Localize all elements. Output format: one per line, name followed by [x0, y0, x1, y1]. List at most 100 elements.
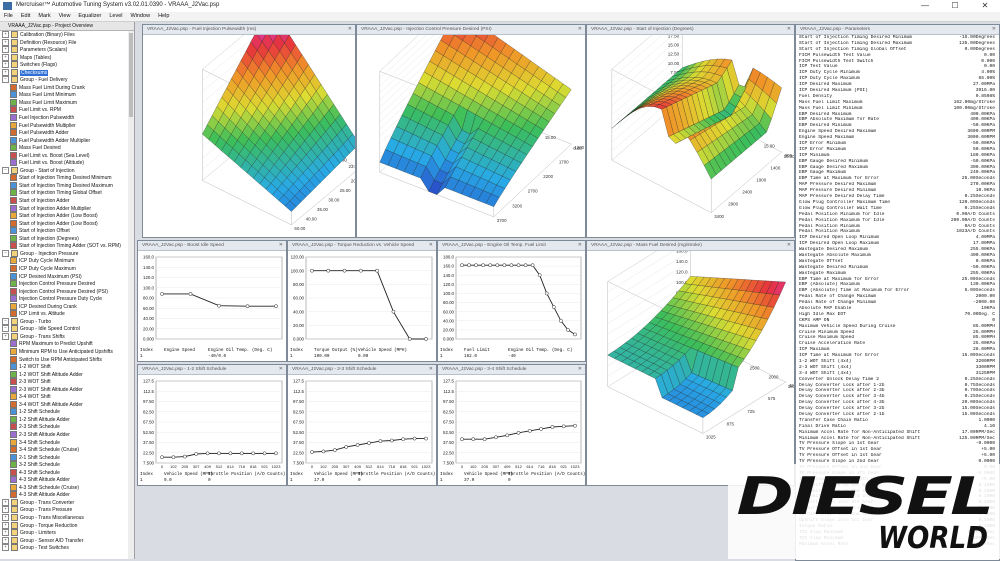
tree-item[interactable]: Start of Injection Adder Multiplier — [0, 204, 134, 213]
data-point[interactable] — [344, 445, 349, 449]
parameter-row[interactable]: Engine Speed Maximum 3000.00RPM — [796, 135, 999, 141]
close-icon[interactable]: ✕ — [347, 26, 352, 32]
window-caption[interactable]: VRAAA_J2Vac.psp - Boost Idle Speed ✕ — [138, 241, 286, 251]
data-point[interactable] — [342, 268, 347, 273]
window-caption[interactable]: VRAAA_J2Vac.psp - Injection Control Pres… — [357, 25, 585, 35]
tree-item[interactable]: − Group - Fuel Delivery — [0, 76, 134, 84]
data-point[interactable] — [321, 449, 326, 454]
tree-item[interactable]: 3-4 WOT Shift — [0, 393, 134, 401]
data-point[interactable] — [274, 451, 278, 456]
data-point[interactable] — [217, 303, 221, 308]
parameter-row[interactable]: ICP Maximum 28.00MPa — [796, 347, 999, 353]
parameter-row[interactable]: Cruise Acceleration Rate 25.00KPa — [796, 341, 999, 347]
tree-item[interactable]: 2-3 Shift Schedule — [0, 423, 134, 431]
parameter-row[interactable]: Pedal Position Minimum for Idle 0.00A/D C… — [796, 212, 999, 218]
tree-item[interactable]: 1-2 WOT Shift Altitude Adder — [0, 370, 134, 379]
parameter-row[interactable]: EBP (Absolute) Time at Maximum for Error… — [796, 288, 999, 294]
parameter-row[interactable]: Final Drive Ratio 4.10 — [796, 424, 999, 430]
tree-item[interactable]: + Group - Trans Shifts — [0, 332, 134, 341]
tree-item[interactable]: + Group - Trans Miscellaneous — [0, 514, 134, 522]
parameter-row[interactable]: Engine Speed Desired Maximum 3600.00RPM — [796, 129, 999, 135]
parameter-row[interactable]: EBP Desired Minimum -50.00KPa — [796, 123, 999, 129]
menu-window[interactable]: Window — [130, 13, 151, 19]
parameter-row[interactable]: 2-3 WOT Shift (4x4) 3300RPM — [796, 365, 999, 371]
tree-item[interactable]: 3-4 Shift Schedule (Cruise) — [0, 446, 134, 454]
data-point[interactable] — [274, 304, 278, 309]
data-point[interactable] — [239, 451, 244, 456]
parameter-row[interactable]: ICP Test Value 0.00 — [796, 64, 999, 70]
data-point[interactable] — [488, 263, 493, 268]
data-point[interactable] — [460, 437, 464, 442]
tree-item[interactable]: Mass Fuel Limit Minimum — [0, 91, 134, 99]
expand-toggle-icon[interactable]: + — [2, 544, 9, 552]
tree-item[interactable]: 3-4 Shift Schedule — [0, 438, 134, 447]
parameter-row[interactable]: Wastegate Desired Minimum -50.00KPa — [796, 265, 999, 271]
expand-toggle-icon[interactable]: + — [2, 514, 9, 521]
tree-item[interactable]: Injection Control Pressure Duty Cycle — [0, 295, 134, 303]
parameter-row[interactable]: 1-2 WOT Shift (4x4) 3200RPM — [796, 359, 999, 365]
expand-toggle-icon[interactable]: + — [2, 53, 9, 61]
expand-toggle-icon[interactable]: + — [2, 61, 9, 69]
tree-item[interactable]: 4-3 Shift Altitude Adder — [0, 476, 134, 484]
parameter-row[interactable]: ICP Desired Maximum (PSI) 3916.00 — [796, 88, 999, 94]
parameter-row[interactable]: Cruise Maximum Speed 85.00MPH — [796, 335, 999, 341]
tree-item[interactable]: + Parameters (Scalars) — [0, 46, 134, 54]
parameter-row[interactable]: FICM Pulsewidth Test Value 0.00 — [796, 53, 999, 59]
tree-item[interactable]: Start of Injection Adder (Low Boost) — [0, 219, 134, 228]
minimize-button[interactable]: — — [921, 1, 929, 10]
line-chart[interactable]: 180.0 160.0 140.0 120.0 100.0 80.00 60.00 40.00… — [438, 251, 585, 361]
window-caption[interactable]: VRAAA_J2Vac.psp - Fuel Injection Pulsewi… — [143, 25, 355, 35]
tree-item[interactable]: RPM Maximum to Predict Upshift — [0, 340, 134, 348]
parameter-row[interactable]: ICP Error Minimum -50.00KPa — [796, 141, 999, 147]
window-caption[interactable]: VRAAA_J2Vac.psp - 3-4 Shift Schedule ✕ — [438, 365, 585, 375]
window-caption[interactable]: VRAAA_J2Vac.psp - Torque Reduction vs. V… — [288, 241, 436, 251]
parameter-row[interactable]: ICP Time at Maximum for Error 15.00Second… — [796, 353, 999, 359]
parameter-row[interactable]: CKPS AMP ON 0 — [796, 318, 999, 324]
data-point[interactable] — [251, 451, 256, 456]
menu-equalizer[interactable]: Equalizer — [78, 13, 102, 19]
tree-item[interactable]: + Group - Test Switches — [0, 544, 134, 552]
data-point[interactable] — [482, 437, 487, 442]
data-point[interactable] — [505, 433, 510, 438]
tree-item[interactable]: Fuel Pulsewidth Multiplier — [0, 121, 134, 130]
data-point[interactable] — [310, 268, 314, 273]
tree-item[interactable]: Fuel Limit vs. RPM — [0, 106, 134, 114]
data-point[interactable] — [401, 437, 406, 442]
close-icon[interactable]: ✕ — [577, 366, 582, 372]
window-start-of-injection[interactable]: VRAAA_J2Vac.psp - Start of Injection (De… — [586, 24, 795, 238]
window-caption[interactable]: VRAAA_J2Vac.psp - Parameters ✕ — [796, 25, 999, 35]
data-point[interactable] — [391, 309, 396, 314]
parameter-row[interactable]: Delay Converter Lock after 3-2b 15.00Seco… — [796, 406, 999, 412]
window-2-3-shift-schedule[interactable]: VRAAA_J2Vac.psp - 2-3 Shift Schedule ✕ 12… — [287, 364, 437, 486]
expand-toggle-icon[interactable]: − — [2, 249, 9, 257]
tree-item[interactable]: ICP Duty Cycle Maximum — [0, 264, 134, 273]
tree-item[interactable]: Start of Injection Timing Global Offset — [0, 189, 134, 197]
tree-item[interactable]: ICP Duty Cycle Minimum — [0, 257, 134, 265]
data-point[interactable] — [474, 263, 478, 268]
data-point[interactable] — [424, 436, 428, 441]
parameter-row[interactable]: Mass Fuel Limit Maximum 162.00mg/Stroke — [796, 100, 999, 106]
parameter-row[interactable]: Maximum Vehicle Speed During Cruise 85.00… — [796, 324, 999, 330]
window-caption[interactable]: VRAAA_J2Vac.psp - Start of Injection (De… — [587, 25, 794, 35]
window-caption[interactable]: VRAAA_J2Vac.psp - 2-3 Shift Schedule ✕ — [288, 365, 436, 375]
parameter-row[interactable]: Glow Plug Controller Maximum Time 120.00S… — [796, 200, 999, 206]
tree-item[interactable]: + Definition (Resource) File — [0, 38, 134, 47]
parameter-row[interactable]: Wastegate Absolute Maximum 400.00KPa — [796, 253, 999, 259]
line-chart[interactable]: 120.00 100.00 80.00 60.00 40.00 20.00 0.000 Ind… — [288, 251, 436, 361]
line-chart[interactable]: 160.0 140.0 120.0 100.0 80.00 60.00 40.00 20.00… — [138, 251, 286, 361]
tree-item[interactable]: Fuel Injection Pulsewidth — [0, 114, 134, 122]
parameter-row[interactable]: EBP Absolute Maximum for Rate 400.00KPa — [796, 117, 999, 123]
data-point[interactable] — [471, 437, 476, 442]
tree-item[interactable]: Injection Control Pressure Desired — [0, 280, 134, 288]
surface-plot[interactable]: 25.0022.5020.0017.5015.0012.5010.007.505… — [587, 35, 794, 237]
menu-edit[interactable]: Edit — [20, 13, 31, 19]
parameter-row[interactable]: EBP (Absolute) Maximum 130.00KPa — [796, 282, 999, 288]
tree-scrollbar[interactable] — [128, 31, 134, 559]
data-point[interactable] — [228, 451, 233, 456]
tree-item[interactable]: + Group - Sensor A/D Transfer — [0, 536, 134, 545]
menu-help[interactable]: Help — [158, 13, 170, 19]
parameter-row[interactable]: FICM Pulsewidth Test Switch 0.000 — [796, 59, 999, 65]
expand-toggle-icon[interactable]: + — [2, 38, 9, 46]
parameter-row[interactable]: Converter Unlock Delay Time 2 0.25Seconds — [796, 377, 999, 383]
parameter-row[interactable]: Fuel Density 0.8508% — [796, 94, 999, 100]
